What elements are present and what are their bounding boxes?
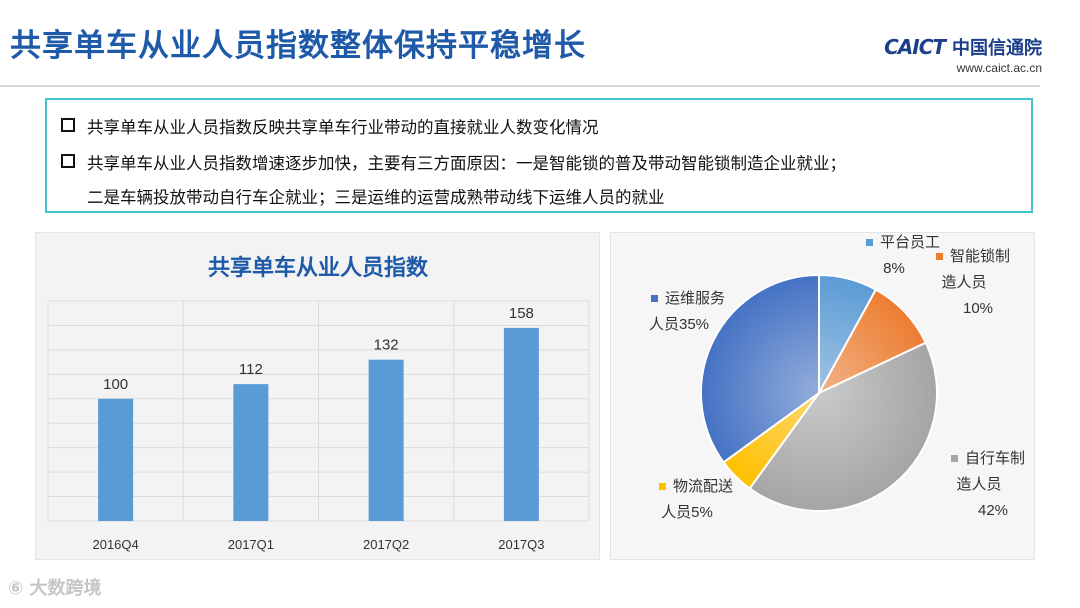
pie-legend-swatch: [936, 253, 943, 260]
logo-name: 中国信通院: [952, 38, 1042, 59]
bar-value-label: 158: [509, 305, 534, 322]
pie-labels: 平台员工8%智能锁制造人员10%自行车制造人员42%物流配送人员5%运维服务人员…: [649, 234, 1025, 521]
bullet-2-continuation: 二是车辆投放带动自行车企就业；三是运维的运营成熟带动线下运维人员的就业: [87, 188, 665, 207]
pie-label: 人员35%: [649, 316, 709, 333]
bullet-square-icon: [61, 154, 75, 168]
pie-label: 10%: [963, 300, 993, 317]
bar-chart: 共享单车从业人员指数 100 112 132 158 2016Q4 2017Q1 2017…: [47, 255, 590, 552]
logo-url: www.caict.ac.cn: [956, 61, 1042, 75]
pie-label: 42%: [978, 502, 1008, 519]
watermark-text: 大数跨境: [29, 578, 102, 599]
pie-slices: [700, 273, 938, 512]
pie-label: 造人员: [956, 476, 1001, 493]
pie-label: 造人员: [941, 274, 986, 291]
pie-chart: 平台员工8%智能锁制造人员10%自行车制造人员42%物流配送人员5%运维服务人员…: [649, 234, 1025, 521]
pie-label: 运维服务: [665, 290, 725, 307]
summary-box: 共享单车从业人员指数反映共享单车行业带动的直接就业人数变化情况 共享单车从业人员…: [45, 98, 1033, 213]
pie-label: 人员5%: [661, 504, 713, 521]
pie-chart-panel: 平台员工 8% 智能锁制 造人员 10% 自行车制 造人员 42% 物流配送 人员5% 运维服务 人员…: [610, 232, 1035, 560]
bullet-1: 共享单车从业人员指数反映共享单车行业带动的直接就业人数变化情况: [61, 114, 599, 138]
bar-value-label: 112: [239, 361, 263, 378]
bar-chart-panel: 共享单车从业人员指数 100 112 132 158 2016Q4 2017Q1 2017…: [35, 232, 600, 560]
bar-gridlines: [47, 300, 590, 522]
logo-caict: CAICT: [884, 35, 946, 59]
watermark: ⑥ 大数跨境: [8, 574, 102, 600]
bar: [368, 359, 404, 521]
bullet-square-icon: [61, 118, 75, 132]
bar-tick-label: 2017Q3: [498, 537, 544, 552]
bar-data-labels: 100 112 132 158: [103, 305, 534, 393]
bar-tick-label: 2017Q2: [363, 537, 409, 552]
caict-logo: CAICT 中国信通院 www.caict.ac.cn: [884, 34, 1042, 75]
pie-slice: [816, 288, 928, 396]
pie-label: 8%: [883, 260, 905, 277]
title-divider: [0, 85, 1040, 87]
pie-slice: [748, 341, 938, 512]
pie-label: 自行车制: [965, 450, 1025, 467]
pie-label: 平台员工: [880, 234, 940, 251]
pie-label: 物流配送: [673, 478, 733, 495]
bullet-2: 共享单车从业人员指数增速逐步加快，主要有三方面原因：一是智能锁的普及带动智能锁制…: [61, 150, 846, 174]
page-title: 共享单车从业人员指数整体保持平稳增长: [10, 28, 586, 64]
bar: [233, 384, 269, 521]
pie-legend-swatch: [659, 483, 666, 490]
bullet-1-text: 共享单车从业人员指数反映共享单车行业带动的直接就业人数变化情况: [87, 118, 599, 137]
pie-label: 智能锁制: [950, 247, 1010, 265]
bar-value-label: 132: [374, 337, 399, 354]
bar-tick-label: 2016Q4: [92, 537, 138, 552]
pie-legend-swatch: [651, 295, 658, 302]
bar-tick-label: 2017Q1: [228, 537, 274, 552]
bar: [98, 398, 134, 521]
watermark-icon: ⑥: [8, 578, 24, 599]
bar: [503, 327, 539, 521]
bar-value-label: 100: [103, 376, 128, 393]
pie-slice: [700, 273, 820, 464]
bar-chart-title: 共享单车从业人员指数: [208, 255, 429, 280]
pie-legend-swatch: [951, 455, 958, 462]
bar-marks: [98, 327, 539, 521]
bar-x-tick-labels: 2016Q4 2017Q1 2017Q2 2017Q3: [92, 537, 544, 552]
pie-legend-swatch: [866, 239, 873, 246]
bullet-2-text: 共享单车从业人员指数增速逐步加快，主要有三方面原因：一是智能锁的普及带动智能锁制…: [87, 154, 846, 173]
